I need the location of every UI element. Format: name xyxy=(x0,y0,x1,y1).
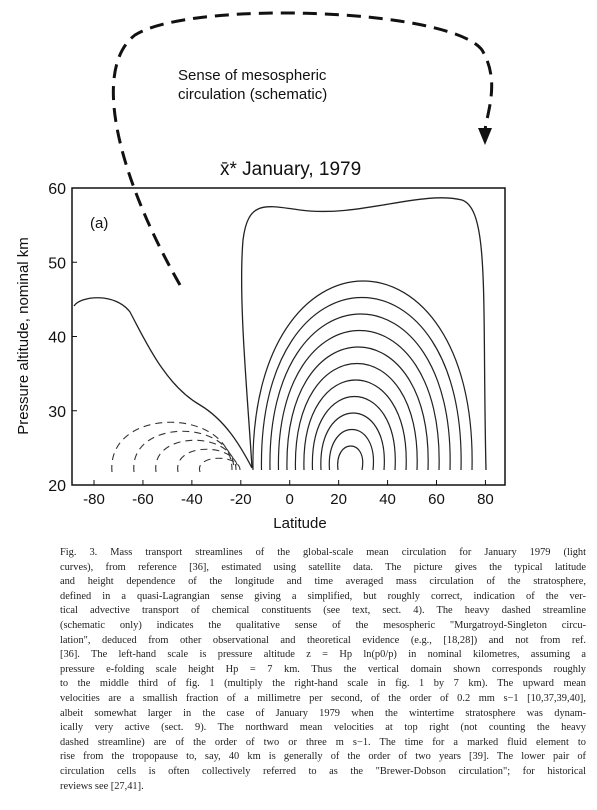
arrowhead xyxy=(478,128,492,145)
caption-line: lation", deduced from other observationa… xyxy=(60,634,586,646)
y-tick-label: 60 xyxy=(48,181,66,198)
caption: Fig. 3. Mass transport streamlines of th… xyxy=(60,546,586,794)
annotation: circulation (schematic) xyxy=(178,86,327,103)
x-tick-label: 80 xyxy=(477,491,494,508)
caption-line: (schematic only) indicates the qualitati… xyxy=(60,619,586,631)
panel-label: (a) xyxy=(90,215,108,232)
caption-line: reviews see [27,41]. xyxy=(60,780,144,792)
streamline xyxy=(311,396,396,471)
streamline xyxy=(328,429,374,471)
streamline xyxy=(286,346,429,471)
y-tick-label: 20 xyxy=(48,478,66,495)
annotation: Sense of mesospheric xyxy=(178,67,327,84)
streamline xyxy=(320,412,385,471)
caption-line: curves), from reference [36], estimated … xyxy=(60,561,586,573)
x-tick-label: 60 xyxy=(428,491,445,508)
caption-line: pressure e-folding scale height Hp = 7 k… xyxy=(60,663,586,675)
x-tick-label: -60 xyxy=(132,491,154,508)
caption-line: albeit somewhat larger in the case of Ja… xyxy=(60,707,586,719)
streamline xyxy=(252,280,473,471)
caption-line: to the middle third of fig. 1 (multiply … xyxy=(60,678,586,690)
streamline xyxy=(260,296,462,471)
streamline xyxy=(111,421,233,473)
streamline xyxy=(337,445,364,471)
caption-line: dashed streamline) are of the order of t… xyxy=(60,736,586,748)
streamline xyxy=(177,448,239,473)
x-tick-label: 40 xyxy=(379,491,396,508)
streamline xyxy=(133,430,235,473)
y-tick-label: 50 xyxy=(48,255,66,272)
caption-line: tical advective transport of chemical co… xyxy=(60,605,586,617)
streamline xyxy=(303,379,407,471)
caption-line: defined in a quasi-Lagrangian sense givi… xyxy=(60,590,586,602)
x-tick-label: 20 xyxy=(330,491,347,508)
schematic-streamline xyxy=(111,11,494,286)
caption-line: [36]. The left-hand scale is pressure al… xyxy=(60,649,586,661)
streamline-group xyxy=(111,280,473,473)
caption-line: and height dependence of the longitude a… xyxy=(60,576,586,588)
x-tick-label: 0 xyxy=(286,491,294,508)
x-tick-label: -40 xyxy=(181,491,203,508)
caption-line: ically very active (sect. 9). The northw… xyxy=(60,722,586,734)
x-tick-label: -80 xyxy=(83,491,105,508)
x-axis-label: Latitude xyxy=(273,515,326,532)
y-tick-label: 30 xyxy=(48,404,66,421)
y-axis-label: Pressure altitude, nominal km xyxy=(15,237,32,435)
caption-line: Fig. 3. Mass transport streamlines of th… xyxy=(60,547,586,558)
streamline xyxy=(155,439,237,473)
y-tick-label: 40 xyxy=(48,330,66,347)
streamline xyxy=(277,329,440,471)
streamline xyxy=(199,457,241,473)
chart-title: x̄* January, 1979 xyxy=(220,159,361,180)
x-tick-label: -20 xyxy=(230,491,252,508)
caption-line: circulation cells is often collectively … xyxy=(60,765,586,777)
figure: x̄* January, 1979 Sense of mesospheric c… xyxy=(15,11,506,532)
caption-line: rise from the tropopause to, say, 40 km … xyxy=(60,751,586,763)
caption-line: velocities are a smallish fraction of a … xyxy=(60,692,586,704)
streamline xyxy=(294,363,418,471)
streamline xyxy=(73,197,487,471)
streamline xyxy=(269,313,451,471)
